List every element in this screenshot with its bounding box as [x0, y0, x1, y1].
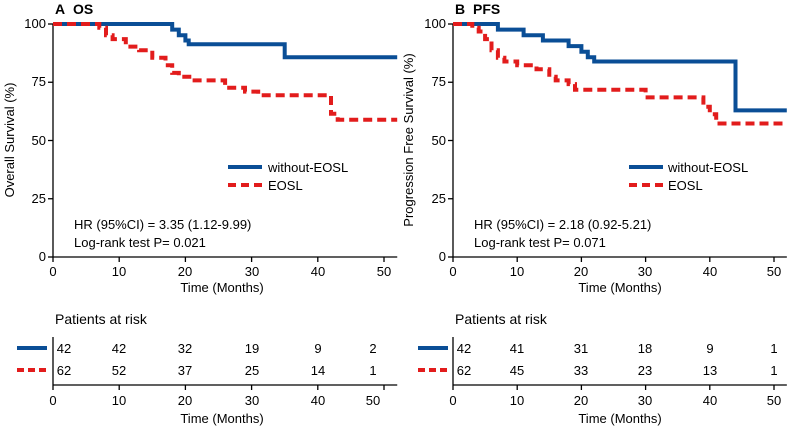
- risk-count: 37: [178, 363, 192, 378]
- risk-count: 18: [638, 341, 652, 356]
- panel-b-risk-row-eosl: 62 45 33 23 13 1: [457, 363, 778, 378]
- risk-xtick-label: 30: [638, 393, 652, 408]
- risk-count: 42: [457, 341, 471, 356]
- panel-a-ytick-label: 25: [32, 191, 46, 206]
- panel-a-legend: without-EOSL EOSL: [228, 160, 348, 193]
- legend-label-without-eosl: without-EOSL: [667, 160, 748, 175]
- panel-b-risk-xtick-labels: 0 10 20 30 40 50: [449, 393, 781, 408]
- panel-a-risk-title: Patients at risk: [55, 311, 148, 327]
- panel-b-xlabel: Time (Months): [578, 280, 661, 295]
- panel-a-ylabel: Overall Survival (%): [2, 83, 17, 198]
- risk-count: 52: [112, 363, 126, 378]
- risk-count: 19: [245, 341, 259, 356]
- risk-count: 2: [369, 341, 376, 356]
- panel-b-plot: [448, 22, 787, 390]
- risk-count: 33: [574, 363, 588, 378]
- panel-a-ytick-label: 50: [32, 133, 46, 148]
- panel-b-xtick-labels: 0 10 20 30 40 50: [449, 264, 781, 279]
- panel-a-hr-annotation: HR (95%CI) = 3.35 (1.12-9.99): [74, 217, 251, 232]
- panel-b-ytick-label: 50: [432, 133, 446, 148]
- risk-count: 62: [457, 363, 471, 378]
- panel-b-xtick-label: 40: [703, 264, 717, 279]
- risk-xtick-label: 20: [574, 393, 588, 408]
- panel-a: A OS Overall Survival (%) 100 75 50 25 0…: [2, 1, 391, 426]
- panel-b-title: PFS: [473, 1, 500, 17]
- panel-b-risk-xlabel: Time (Months): [578, 411, 661, 426]
- risk-xtick-label: 10: [510, 393, 524, 408]
- panel-a-title: OS: [73, 1, 93, 17]
- risk-xtick-label: 20: [178, 393, 192, 408]
- panel-a-plot: [48, 22, 398, 390]
- risk-xtick-label: 50: [767, 393, 781, 408]
- panel-a-ytick-label: 75: [32, 74, 46, 89]
- legend-label-eosl: EOSL: [668, 178, 703, 193]
- legend-label-without-eosl: without-EOSL: [267, 160, 348, 175]
- panel-a-xtick-label: 0: [49, 264, 56, 279]
- panel-b-xtick-label: 50: [767, 264, 781, 279]
- panel-b-ylabel: Progression Free Survival (%): [401, 53, 416, 226]
- panel-b-legend: without-EOSL EOSL: [629, 160, 748, 193]
- risk-xtick-label: 30: [245, 393, 259, 408]
- panel-b-risk-row-without-eosl: 42 41 31 18 9 1: [457, 341, 778, 356]
- panel-b-risk-title: Patients at risk: [455, 311, 548, 327]
- panel-a-risk-xtick-labels: 0 10 20 30 40 50: [49, 393, 380, 408]
- curve-without-eosl: [53, 22, 398, 60]
- legend-label-eosl: EOSL: [268, 178, 303, 193]
- risk-count: 1: [369, 363, 376, 378]
- panel-a-xlabel: Time (Months): [180, 280, 263, 295]
- panel-a-xtick-label: 20: [178, 264, 192, 279]
- risk-xtick-label: 0: [49, 393, 56, 408]
- curve-eosl: [53, 22, 398, 122]
- risk-xtick-label: 40: [311, 393, 325, 408]
- risk-count: 1: [770, 363, 777, 378]
- risk-count: 14: [311, 363, 325, 378]
- panel-a-risk-xlabel: Time (Months): [180, 411, 263, 426]
- panel-b-ytick-label: 100: [424, 16, 446, 31]
- risk-count: 9: [314, 341, 321, 356]
- panel-a-ytick-label: 100: [24, 16, 46, 31]
- panel-a-xtick-label: 30: [245, 264, 259, 279]
- panel-a-p-annotation: Log-rank test P= 0.021: [74, 235, 206, 250]
- panel-b-xtick-label: 30: [638, 264, 652, 279]
- risk-count: 9: [706, 341, 713, 356]
- risk-xtick-label: 40: [703, 393, 717, 408]
- panel-a-risk-row-without-eosl: 42 42 32 19 9 2: [57, 341, 377, 356]
- curve-without-eosl: [453, 22, 787, 113]
- risk-count: 32: [178, 341, 192, 356]
- risk-count: 42: [112, 341, 126, 356]
- panel-b-ytick-label: 25: [432, 191, 446, 206]
- risk-xtick-label: 50: [366, 393, 380, 408]
- risk-count: 45: [510, 363, 524, 378]
- panel-a-letter: A: [55, 1, 65, 17]
- panel-a-risk-row-eosl: 62 52 37 25 14 1: [57, 363, 377, 378]
- panel-a-xtick-labels: 0 10 20 30 40 50: [49, 264, 391, 279]
- panel-a-xtick-label: 10: [112, 264, 126, 279]
- panel-b-xtick-label: 10: [510, 264, 524, 279]
- curve-eosl: [453, 22, 787, 126]
- risk-count: 42: [57, 341, 71, 356]
- panel-b-ytick-label: 75: [432, 74, 446, 89]
- risk-count: 23: [638, 363, 652, 378]
- panel-b: B PFS Progression Free Survival (%) 100 …: [401, 1, 781, 426]
- panel-b-xtick-label: 0: [449, 264, 456, 279]
- panel-a-ytick-label: 0: [39, 249, 46, 264]
- panel-a-xtick-label: 40: [311, 264, 325, 279]
- risk-count: 62: [57, 363, 71, 378]
- risk-xtick-label: 10: [112, 393, 126, 408]
- panel-b-ytick-labels: 100 75 50 25 0: [424, 16, 446, 264]
- panel-a-ytick-labels: 100 75 50 25 0: [24, 16, 46, 264]
- panel-b-ytick-label: 0: [439, 249, 446, 264]
- panel-b-xtick-label: 20: [574, 264, 588, 279]
- risk-count: 41: [510, 341, 524, 356]
- panel-b-p-annotation: Log-rank test P= 0.071: [474, 235, 606, 250]
- risk-xtick-label: 0: [449, 393, 456, 408]
- risk-count: 31: [574, 341, 588, 356]
- risk-count: 13: [703, 363, 717, 378]
- panel-b-letter: B: [455, 1, 465, 17]
- risk-count: 25: [245, 363, 259, 378]
- risk-count: 1: [770, 341, 777, 356]
- panel-a-xtick-label: 50: [377, 264, 391, 279]
- panel-b-hr-annotation: HR (95%CI) = 2.18 (0.92-5.21): [474, 217, 651, 232]
